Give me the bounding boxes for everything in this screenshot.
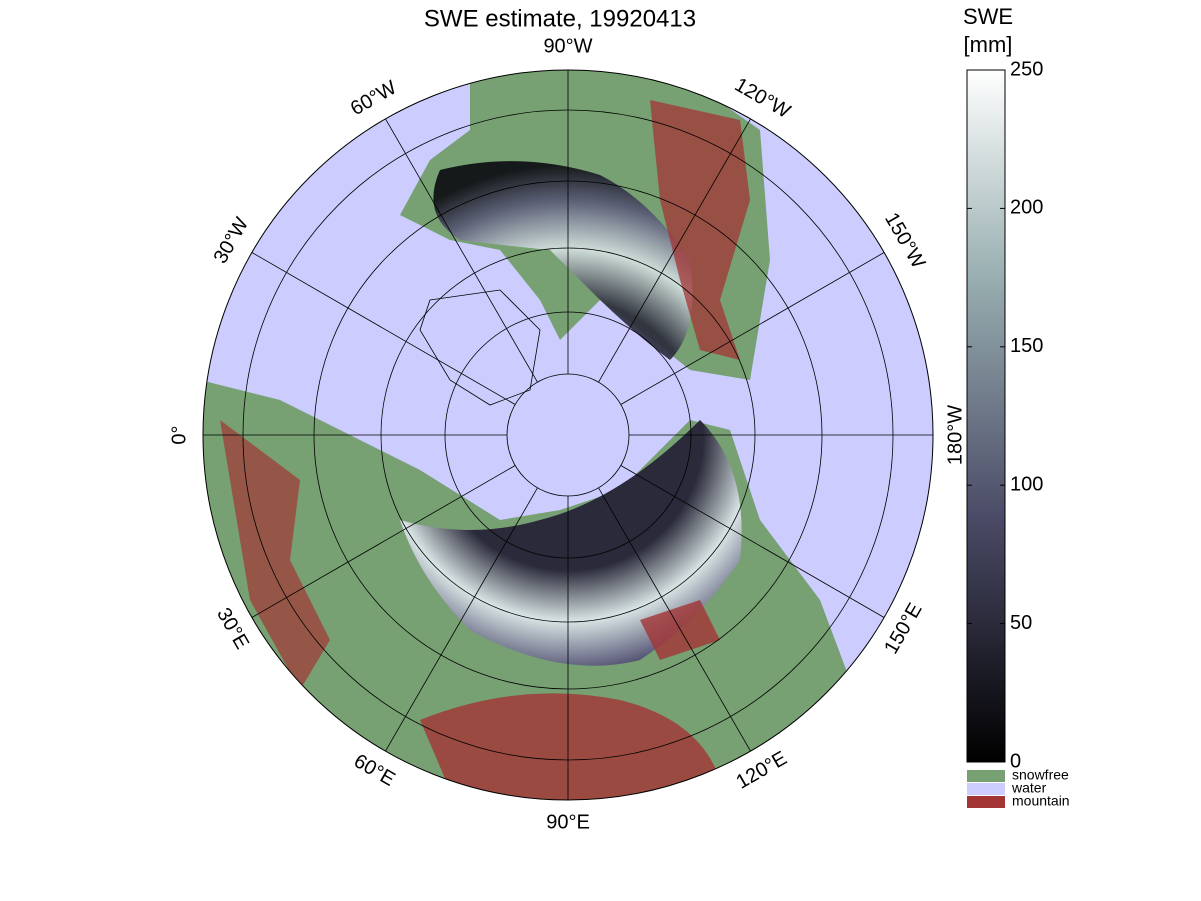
meridian [620,252,885,405]
map [203,70,933,800]
colorbar [966,69,1006,763]
snow-cover [400,420,742,666]
longitude-label: 30°W [210,214,254,268]
longitude-label: 30°E [212,604,253,653]
colorbar-axis: 0 50 100 150 200 250 [967,58,1043,772]
colorbar-title: [mm] [964,32,1013,57]
meridian [251,465,516,618]
legend-label: snowfree [1012,767,1069,783]
legend-swatch [967,796,1005,808]
graticule [203,70,933,800]
meridian [598,487,751,752]
tick-label: 200 [1010,197,1043,219]
meridian [385,487,538,752]
tick-label: 150 [1010,335,1043,357]
map-title: SWE estimate, 19920413 [424,5,696,32]
tick-label: 100 [1010,473,1043,495]
longitude-label: 90°W [543,35,592,57]
longitude-label: 60°E [350,750,399,791]
legend-swatch [967,770,1005,782]
mountain [640,600,720,660]
tick-label: 0 [1010,750,1021,772]
colorbar-title: SWE [963,4,1013,29]
mountain [420,693,720,800]
tick-label: 250 [1010,58,1043,80]
map-frame [202,69,934,801]
longitude-label: 60°W [347,76,401,120]
longitude-label: 180°W [944,405,966,465]
longitude-label: 90°E [546,811,590,833]
meridian [620,465,885,618]
legend-label: water [1011,780,1047,796]
greenland [419,289,541,406]
longitude-label: 0° [168,425,190,444]
legend-label: mountain [1012,793,1070,809]
mountain [650,100,750,360]
snow-cover [433,161,693,360]
tick-label: 50 [1010,612,1032,634]
meridian [598,118,751,383]
meridian [251,252,516,405]
legend-swatch [967,783,1005,795]
meridian [385,118,538,383]
